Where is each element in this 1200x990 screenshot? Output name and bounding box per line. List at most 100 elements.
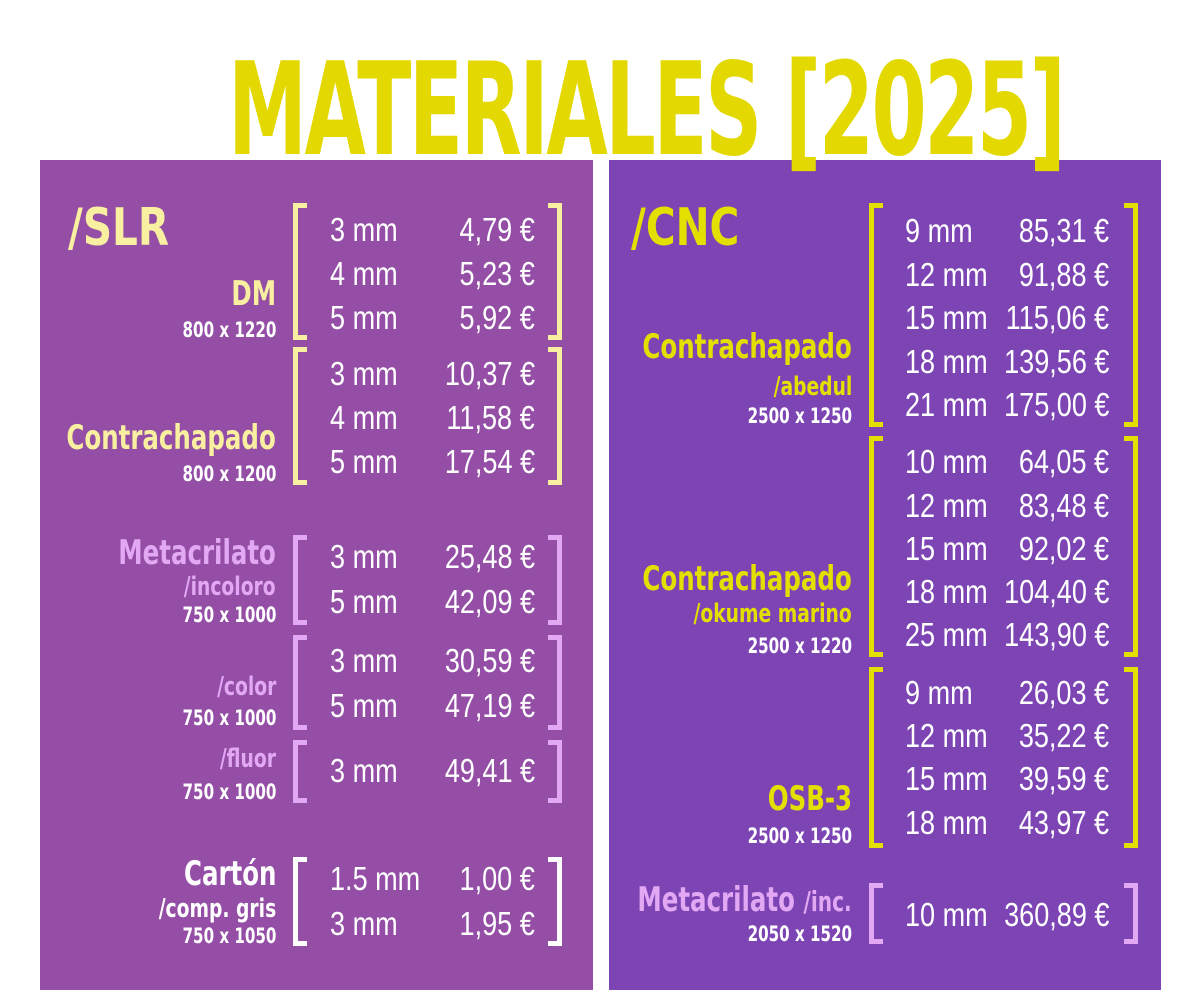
- sheet-dimensions: 2500 x 1250: [747, 824, 852, 848]
- right-bracket: [1124, 436, 1138, 657]
- material-name: Metacrilato: [118, 533, 276, 573]
- right-bracket: [548, 347, 562, 485]
- left-bracket: [869, 667, 883, 848]
- price: 42,09 €: [444, 583, 535, 620]
- material-variant: /okume marino: [693, 599, 852, 629]
- thickness: 3 mm: [330, 355, 398, 392]
- price-row: 3 mm 4,79 €: [40, 208, 560, 252]
- thickness: 15 mm: [905, 530, 988, 567]
- thickness: 15 mm: [905, 299, 988, 336]
- material-label: Contrachapado 800 x 1200: [40, 160, 276, 486]
- thickness: 3 mm: [330, 211, 398, 248]
- left-bracket: [869, 883, 883, 944]
- material-variant: /abedul: [773, 372, 852, 402]
- price-row: 3 mm 30,59 €: [40, 639, 560, 683]
- price-row: 3 mm 25,48 €: [40, 535, 560, 579]
- material-variant: /comp. gris: [158, 894, 276, 924]
- right-bracket: [548, 635, 562, 730]
- sheet-dimensions: 750 x 1000: [182, 706, 276, 730]
- thickness: 18 mm: [905, 804, 988, 841]
- price: 47,19 €: [444, 687, 535, 724]
- material-variant-inline: /inc.: [803, 885, 852, 918]
- material-label: Metacrilato/incoloro 750 x 1000: [40, 160, 276, 627]
- price-row: 9 mm 85,31 €: [609, 209, 1129, 253]
- price-row: 5 mm 5,92 €: [40, 296, 560, 340]
- thickness: 21 mm: [905, 386, 988, 423]
- material-name: DM: [231, 274, 276, 314]
- thickness: 1.5 mm: [330, 860, 421, 897]
- slr-heading: /SLR: [68, 198, 170, 258]
- material-variant: /fluor: [219, 744, 276, 774]
- sheet-dimensions: 750 x 1050: [182, 924, 276, 948]
- thickness: 3 mm: [330, 905, 398, 942]
- price-row: 15 mm 115,06 €: [609, 296, 1129, 340]
- price: 49,41 €: [444, 752, 535, 789]
- price-row: 21 mm 175,00 €: [609, 383, 1129, 427]
- right-bracket: [548, 535, 562, 625]
- price-row: 3 mm 49,41 €: [40, 749, 560, 793]
- cnc-heading: /CNC: [631, 198, 740, 258]
- price-row: 18 mm 43,97 €: [609, 801, 1129, 845]
- price-row: 5 mm 47,19 €: [40, 684, 560, 728]
- material-label: Contrachapado/abedul 2500 x 1250: [609, 160, 852, 428]
- thickness: 4 mm: [330, 255, 398, 292]
- price: 1,95 €: [459, 905, 535, 942]
- price-row: 1.5 mm 1,00 €: [40, 857, 560, 901]
- material-name: OSB-3: [767, 779, 852, 819]
- price: 83,48 €: [1018, 487, 1109, 524]
- material-label: /fluor 750 x 1000: [40, 160, 276, 804]
- price-row: 15 mm 39,59 €: [609, 757, 1129, 801]
- price: 17,54 €: [444, 443, 535, 480]
- price-row: 10 mm 64,05 €: [609, 440, 1129, 484]
- thickness: 12 mm: [905, 256, 988, 293]
- material-label: DM 800 x 1220: [40, 160, 276, 342]
- cnc-panel: /CNC Contrachapado/abedul 2500 x 1250 9 mm…: [609, 160, 1161, 990]
- thickness: 15 mm: [905, 760, 988, 797]
- left-bracket: [293, 535, 307, 625]
- thickness: 5 mm: [330, 687, 398, 724]
- material-name: Contrachapado: [642, 559, 852, 599]
- price-row: 12 mm 35,22 €: [609, 714, 1129, 758]
- thickness: 10 mm: [905, 896, 988, 933]
- price-row: 9 mm 26,03 €: [609, 671, 1129, 715]
- price-row: 12 mm 91,88 €: [609, 253, 1129, 297]
- right-bracket: [1124, 667, 1138, 848]
- price-row: 25 mm 143,90 €: [609, 613, 1129, 657]
- sheet-dimensions: 750 x 1000: [182, 780, 276, 804]
- price: 5,23 €: [459, 255, 535, 292]
- thickness: 5 mm: [330, 583, 398, 620]
- page-title: MATERIALES [2025]: [228, 36, 1066, 185]
- price: 85,31 €: [1018, 212, 1109, 249]
- price-row: 18 mm 139,56 €: [609, 340, 1129, 384]
- price-row: 12 mm 83,48 €: [609, 484, 1129, 528]
- right-bracket: [1124, 203, 1138, 427]
- material-variant: /color: [216, 672, 276, 702]
- price: 104,40 €: [1003, 573, 1109, 610]
- sheet-dimensions: 750 x 1000: [182, 603, 276, 627]
- thickness: 18 mm: [905, 343, 988, 380]
- price: 11,58 €: [446, 399, 535, 436]
- price-row: 15 mm 92,02 €: [609, 527, 1129, 571]
- thickness: 12 mm: [905, 487, 988, 524]
- price: 5,92 €: [459, 299, 535, 336]
- price: 39,59 €: [1018, 760, 1109, 797]
- price: 91,88 €: [1018, 256, 1109, 293]
- price: 139,56 €: [1003, 343, 1109, 380]
- price-row: 10 mm 360,89 €: [609, 893, 1129, 937]
- price: 4,79 €: [459, 211, 535, 248]
- price: 30,59 €: [444, 642, 535, 679]
- sheet-dimensions: 2500 x 1250: [747, 404, 852, 428]
- price: 143,90 €: [1003, 616, 1109, 653]
- price: 92,02 €: [1018, 530, 1109, 567]
- thickness: 5 mm: [330, 443, 398, 480]
- left-bracket: [293, 857, 307, 946]
- price: 64,05 €: [1018, 443, 1109, 480]
- material-name: Contrachapado: [66, 418, 276, 458]
- price: 10,37 €: [444, 355, 535, 392]
- price: 175,00 €: [1003, 386, 1109, 423]
- left-bracket: [293, 203, 307, 340]
- price: 360,89 €: [1003, 896, 1109, 933]
- material-label: Metacrilato /inc./inc. 2050 x 1520: [609, 160, 852, 946]
- material-name: Contrachapado: [642, 327, 852, 367]
- thickness: 12 mm: [905, 717, 988, 754]
